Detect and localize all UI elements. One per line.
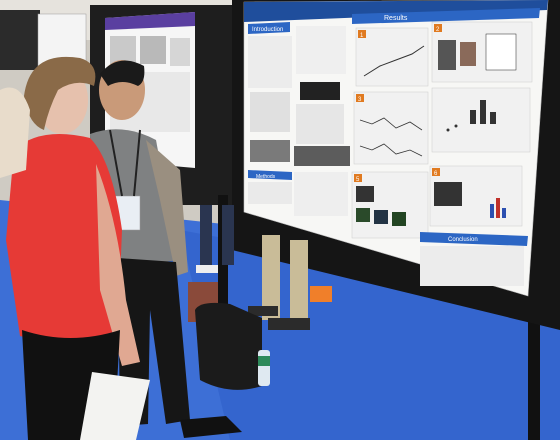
background-person-leg [222, 205, 234, 265]
results-panel-4 [431, 87, 531, 153]
water-bottle [258, 350, 270, 386]
panel-number: 5 [356, 177, 360, 183]
woman-hair [24, 56, 96, 130]
background-person-shoe [196, 265, 218, 273]
background-person-leg [290, 240, 308, 320]
woman-arm [96, 164, 140, 366]
board-stand-post [528, 300, 540, 440]
results-panel-3: 3 [353, 91, 429, 165]
conclusion-text [420, 246, 524, 286]
woman-red-shirt [6, 134, 122, 342]
middle-poster-header [105, 12, 195, 30]
background-person-shoe [310, 286, 332, 302]
conclusion-header-text: Conclusion [448, 237, 478, 243]
main-poster-title-band [244, 0, 548, 22]
column2-block [296, 26, 346, 74]
intro-image-strip [250, 140, 290, 162]
background-person-shoe [248, 306, 278, 316]
middle-poster-figure [170, 38, 190, 66]
conclusion-header [420, 232, 528, 246]
results-header-text: Results [384, 15, 408, 22]
background-person-leg [262, 235, 280, 320]
column2-text [294, 172, 348, 216]
woman-attendee [6, 56, 150, 440]
black-backpack [195, 302, 262, 390]
man-hair [100, 60, 145, 86]
column2-table [296, 104, 344, 144]
intro-header-text: Introduction [252, 27, 283, 33]
results-panel-2: 2 [431, 21, 533, 83]
middle-poster-figure [140, 36, 166, 64]
column2-dark-figure [300, 82, 340, 100]
results-header [352, 8, 540, 24]
paper-handout [80, 372, 150, 440]
intro-header [248, 22, 290, 34]
intro-text-block [248, 36, 292, 88]
methods-header [248, 170, 292, 180]
methods-text-block [248, 182, 292, 204]
water-bottle-label [258, 356, 270, 366]
background-board-far [0, 10, 40, 70]
background-person-shoe [268, 318, 310, 330]
man-jacket [146, 140, 188, 276]
panel-number: 3 [358, 97, 362, 103]
man-sneaker [180, 416, 242, 438]
column2-image-strip [294, 146, 350, 166]
panel-number: 1 [360, 33, 364, 39]
background-person-leg [200, 205, 212, 265]
results-panel-1: 1 [355, 27, 429, 87]
intro-figure [250, 92, 290, 132]
lanyard [109, 129, 141, 197]
panel-number: 2 [436, 27, 440, 33]
left-partial-person [0, 87, 30, 178]
results-panel-6: 6 [429, 165, 523, 227]
panel-number: 6 [434, 171, 438, 177]
methods-header-text: Methods [256, 174, 276, 180]
results-panel-5: 5 [351, 171, 429, 239]
